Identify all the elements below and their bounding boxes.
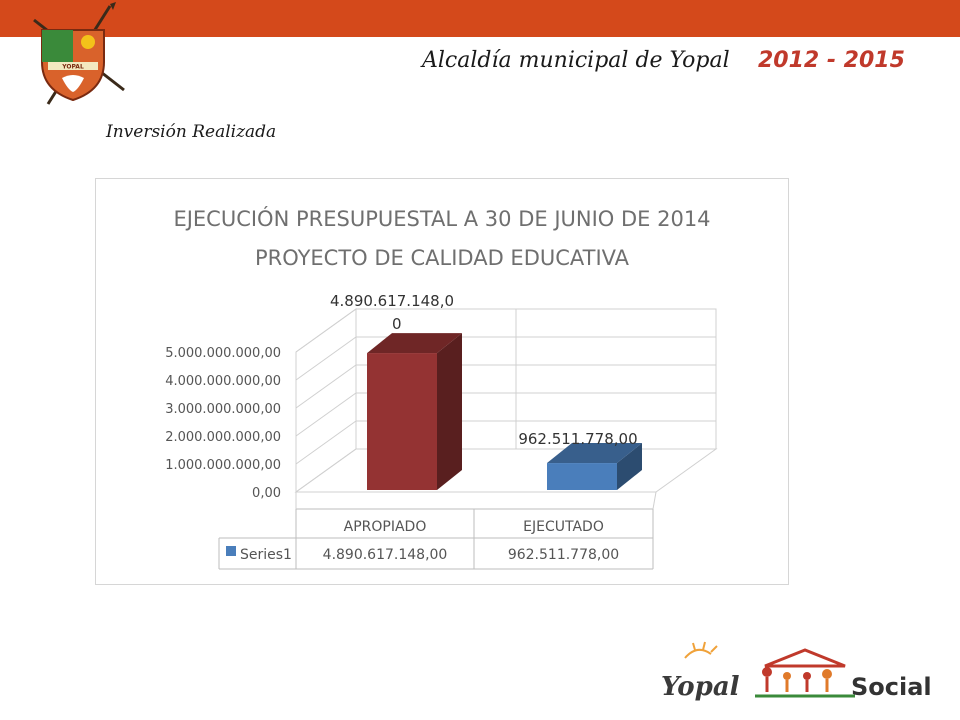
table-header-ejecutado: EJECUTADO bbox=[523, 519, 604, 535]
chart-title-line1: EJECUCIÓN PRESUPUESTAL A 30 DE JUNIO DE … bbox=[173, 206, 710, 231]
chart-bar bbox=[547, 463, 617, 490]
chart-y-tick-label: 4.000.000.000,00 bbox=[165, 374, 281, 389]
chart-data-label: 962.511.778,00 bbox=[518, 430, 637, 448]
chart-y-tick-label: 1.000.000.000,00 bbox=[165, 458, 281, 473]
chart-bar bbox=[367, 353, 437, 490]
logo-word-yopal: Yopal bbox=[661, 672, 740, 702]
table-header-apropiado: APROPIADO bbox=[344, 519, 427, 535]
chart-data-label: 4.890.617.148,0 bbox=[330, 292, 454, 310]
chart-bar-top bbox=[367, 333, 462, 354]
header-title: Alcaldía municipal de Yopal bbox=[422, 48, 730, 73]
chart-bar-top bbox=[547, 443, 642, 464]
chart-gridline bbox=[295, 336, 716, 381]
chart-title-line2: PROYECTO DE CALIDAD EDUCATIVA bbox=[255, 246, 630, 270]
chart-gridline bbox=[295, 392, 716, 437]
chart-bar-side bbox=[617, 443, 642, 490]
yopal-social-logo: Yopal Social bbox=[655, 640, 945, 710]
page-subtitle: Inversión Realizada bbox=[106, 122, 277, 142]
chart-y-tick-label: 0,00 bbox=[252, 486, 281, 501]
header-years: 2012 - 2015 bbox=[758, 48, 905, 73]
chart-gridline bbox=[295, 420, 716, 465]
table-connector bbox=[652, 491, 657, 510]
chart-y-tick-label: 2.000.000.000,00 bbox=[165, 430, 281, 445]
crest-text: YOPAL bbox=[61, 64, 84, 71]
chart-y-tick-label: 3.000.000.000,00 bbox=[165, 402, 281, 417]
legend-swatch bbox=[226, 546, 236, 556]
logo-word-social: Social bbox=[851, 673, 932, 701]
chart-data-label-wrap: 0 bbox=[392, 315, 402, 333]
chart-gridline bbox=[295, 308, 716, 353]
chart-gridline bbox=[295, 364, 716, 409]
chart-frame: EJECUCIÓN PRESUPUESTAL A 30 DE JUNIO DE … bbox=[95, 178, 789, 585]
table-cell-ejecutado: 962.511.778,00 bbox=[508, 547, 619, 563]
table-cell-apropiado: 4.890.617.148,00 bbox=[323, 547, 448, 563]
chart-bar-side bbox=[437, 333, 462, 490]
chart-svg: EJECUCIÓN PRESUPUESTAL A 30 DE JUNIO DE … bbox=[165, 206, 718, 570]
top-accent-bar bbox=[0, 0, 960, 37]
municipal-crest-icon: YOPAL bbox=[12, 0, 132, 110]
chart-floor bbox=[294, 448, 718, 493]
legend-series-name: Series1 bbox=[240, 547, 292, 563]
chart-y-tick-label: 5.000.000.000,00 bbox=[165, 346, 281, 361]
